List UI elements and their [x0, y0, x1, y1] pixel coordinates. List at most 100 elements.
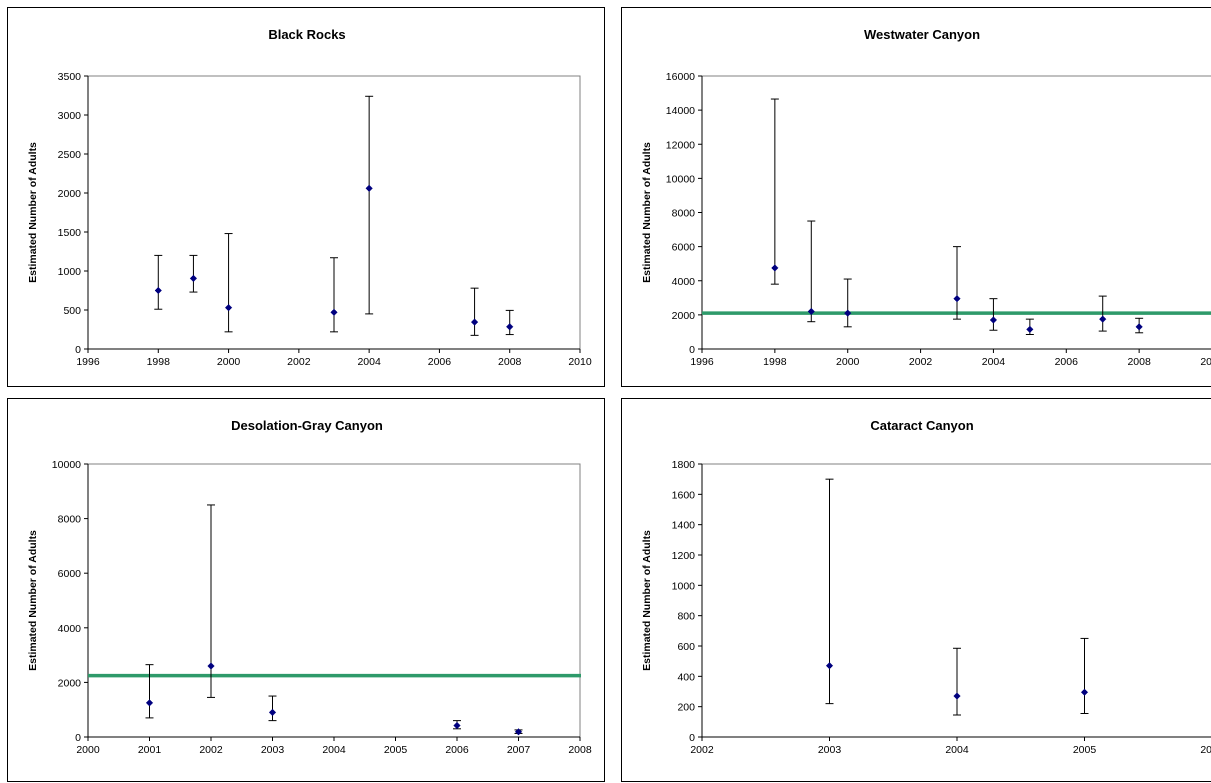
- data-point: [207, 662, 215, 670]
- x-tick-label: 2006: [428, 356, 452, 368]
- y-tick-label: 0: [689, 344, 695, 356]
- x-tick-label: 2008: [568, 744, 592, 756]
- y-tick-label: 0: [75, 732, 81, 744]
- data-point: [268, 708, 277, 717]
- y-tick-label: 1000: [672, 580, 696, 592]
- data-point: [953, 295, 961, 303]
- data-point: [1026, 325, 1034, 334]
- chart-svg-cataract-canyon: Cataract Canyon Estimated Number of Adult…: [641, 418, 1211, 756]
- y-tick-label: 4000: [672, 276, 696, 288]
- y-tick-label: 10000: [666, 173, 695, 185]
- y-tick-label: 1800: [672, 459, 696, 471]
- x-tick-label: 2007: [507, 744, 531, 756]
- x-tick-label: 2003: [818, 744, 842, 756]
- x-tick-label: 2002: [690, 744, 714, 756]
- x-tick-label: 2008: [498, 356, 522, 368]
- data-point: [989, 316, 998, 324]
- data-point: [844, 309, 852, 317]
- x-tick-label: 2000: [76, 744, 100, 756]
- y-tick-label: 8000: [672, 208, 696, 220]
- y-tick-label: 600: [677, 641, 695, 653]
- data-point: [365, 184, 373, 192]
- chart-title: Cataract Canyon: [870, 418, 973, 433]
- y-tick-label: 12000: [666, 139, 695, 151]
- y-tick-label: 2000: [672, 310, 696, 322]
- y-tick-label: 0: [75, 344, 81, 356]
- data-point: [506, 323, 514, 331]
- y-tick-label: 0: [689, 732, 695, 744]
- x-tick-label: 2002: [287, 356, 311, 368]
- y-tick-label: 800: [677, 611, 695, 623]
- x-tick-label: 2000: [836, 356, 860, 368]
- y-tick-label: 6000: [672, 242, 696, 254]
- x-tick-label: 2006: [445, 744, 469, 756]
- data-point: [807, 307, 815, 316]
- x-tick-label: 2006: [1200, 744, 1211, 756]
- x-tick-label: 2003: [261, 744, 285, 756]
- plot-area: [87, 463, 581, 738]
- x-tick-label: 2002: [199, 744, 223, 756]
- y-axis-label: Estimated Number of Adults: [641, 530, 653, 671]
- data-point: [453, 721, 461, 730]
- chart-panel-cataract-canyon: Cataract Canyon Estimated Number of Adult…: [621, 398, 1211, 782]
- chart-title: Black Rocks: [268, 27, 345, 42]
- data-point: [470, 318, 479, 326]
- chart-title: Desolation-Gray Canyon: [231, 418, 383, 433]
- data-point: [514, 728, 523, 736]
- y-tick-label: 1600: [672, 489, 696, 501]
- x-tick-label: 1998: [763, 356, 787, 368]
- data-point: [189, 274, 198, 283]
- x-tick-label: 2005: [384, 744, 408, 756]
- y-tick-label: 4000: [58, 623, 82, 635]
- chart-svg-westwater-canyon: Westwater Canyon Estimated Number of Adul…: [641, 27, 1211, 368]
- x-tick-label: 1996: [690, 356, 714, 368]
- chart-svg-black-rocks: Black Rocks Estimated Number of Adults 0 50…: [27, 27, 592, 368]
- y-tick-label: 200: [677, 702, 695, 714]
- y-tick-label: 1000: [58, 266, 82, 278]
- chart-panel-westwater-canyon: Westwater Canyon Estimated Number of Adul…: [621, 7, 1211, 387]
- data-point: [224, 304, 233, 312]
- x-tick-label: 2004: [322, 744, 346, 756]
- data-point: [1135, 323, 1143, 331]
- y-tick-label: 1400: [672, 520, 696, 532]
- y-tick-label: 1200: [672, 550, 696, 562]
- x-tick-label: 2004: [945, 744, 969, 756]
- y-tick-label: 2500: [58, 149, 82, 161]
- x-tick-label: 2002: [909, 356, 933, 368]
- x-tick-label: 1998: [147, 356, 171, 368]
- y-axis-label: Estimated Number of Adults: [641, 142, 653, 283]
- data-point: [154, 286, 162, 295]
- data-point: [1080, 688, 1089, 696]
- chart-svg-desolation-gray-canyon: Desolation-Gray Canyon Estimated Number o…: [27, 418, 592, 756]
- x-tick-label: 2010: [568, 356, 592, 368]
- x-tick-label: 2001: [138, 744, 162, 756]
- chart-title: Westwater Canyon: [864, 27, 980, 42]
- chart-panel-desolation-gray-canyon: Desolation-Gray Canyon Estimated Number o…: [7, 398, 605, 782]
- y-tick-label: 2000: [58, 188, 82, 200]
- data-point: [953, 692, 961, 700]
- y-tick-label: 8000: [58, 514, 82, 526]
- data-point: [825, 662, 834, 670]
- x-tick-label: 2004: [982, 356, 1006, 368]
- x-tick-label: 2010: [1200, 356, 1211, 368]
- y-axis-label: Estimated Number of Adults: [27, 530, 39, 671]
- y-tick-label: 3500: [58, 71, 82, 83]
- y-tick-label: 3000: [58, 110, 82, 122]
- x-tick-label: 1996: [76, 356, 100, 368]
- data-point: [145, 699, 154, 707]
- y-tick-label: 1500: [58, 227, 82, 239]
- data-point: [330, 308, 338, 316]
- chart-panel-black-rocks: Black Rocks Estimated Number of Adults 0 50…: [7, 7, 605, 387]
- y-tick-label: 500: [63, 305, 81, 317]
- y-tick-label: 2000: [58, 677, 82, 689]
- y-tick-label: 16000: [666, 71, 695, 83]
- y-tick-label: 6000: [58, 568, 82, 580]
- x-tick-label: 2008: [1127, 356, 1151, 368]
- x-tick-label: 2000: [217, 356, 241, 368]
- y-axis-label: Estimated Number of Adults: [27, 142, 39, 283]
- y-tick-label: 10000: [52, 459, 81, 471]
- x-tick-label: 2006: [1055, 356, 1079, 368]
- data-point: [771, 264, 779, 272]
- x-tick-label: 2005: [1073, 744, 1097, 756]
- x-tick-label: 2004: [357, 356, 381, 368]
